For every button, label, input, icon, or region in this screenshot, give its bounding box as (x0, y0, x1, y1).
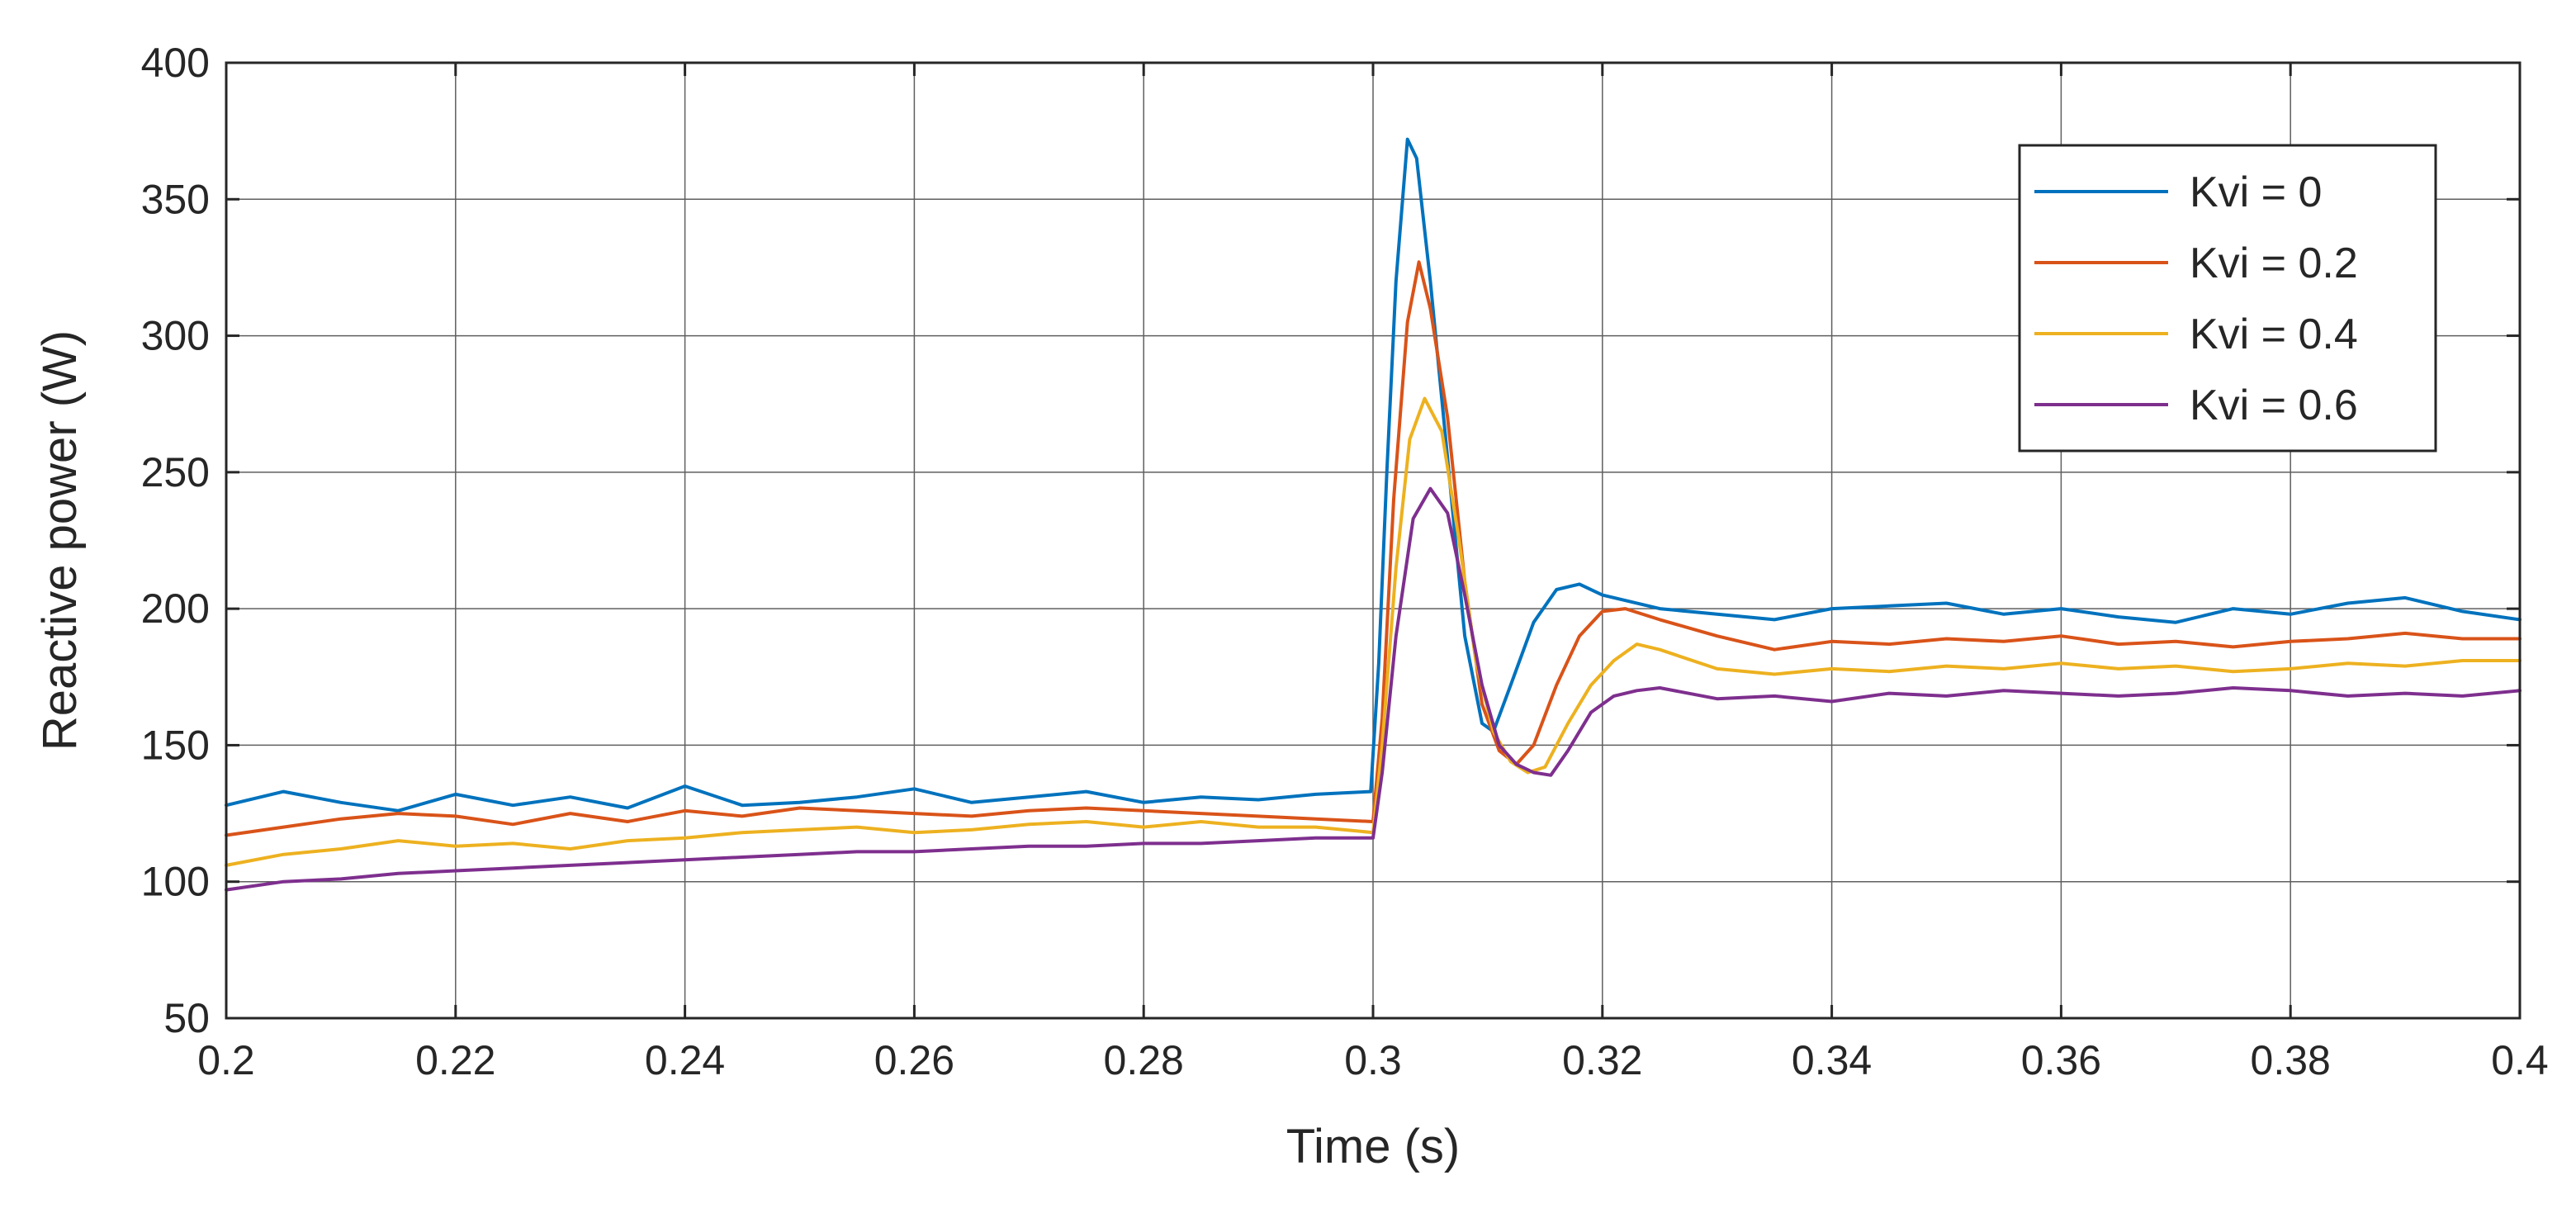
x-axis-label: Time (s) (1286, 1120, 1460, 1173)
y-tick-label: 400 (141, 40, 210, 86)
x-tick-label: 0.34 (1792, 1037, 1872, 1083)
series-line-2 (225, 396, 2522, 867)
x-tick-label: 0.28 (1104, 1037, 1184, 1083)
y-tick-label: 250 (141, 449, 210, 495)
y-axis-label: Reactive power (W) (33, 330, 87, 751)
x-tick-label: 0.24 (645, 1037, 725, 1083)
y-tick-label: 150 (141, 722, 210, 768)
legend-label: Kvi = 0.4 (2190, 310, 2358, 358)
x-tick-label: 0.4 (2491, 1037, 2549, 1083)
y-tick-label: 300 (141, 313, 210, 359)
x-tick-label: 0.26 (874, 1037, 954, 1083)
y-tick-label: 350 (141, 176, 210, 222)
legend-label: Kvi = 0.2 (2190, 239, 2358, 287)
axis-ticks: 0.2 0.22 0.24 0.26 0.28 0.3 0.32 0.34 0.36 0.38 0.… (141, 40, 2549, 1083)
y-tick-label: 200 (141, 585, 210, 632)
y-tick-label: 50 (163, 995, 210, 1041)
series-line-1 (225, 260, 2522, 837)
x-tick-label: 0.32 (1562, 1037, 1642, 1083)
series-line-3 (225, 486, 2522, 892)
x-tick-label: 0.38 (2251, 1037, 2331, 1083)
legend-label: Kvi = 0 (2190, 168, 2322, 216)
series-lines (225, 137, 2522, 892)
series-line-0 (225, 137, 2522, 813)
legend-label: Kvi = 0.6 (2190, 382, 2358, 429)
x-tick-label: 0.22 (415, 1037, 495, 1083)
x-tick-label: 0.2 (197, 1037, 255, 1083)
y-tick-label: 100 (141, 859, 210, 905)
legend: Kvi = 0 Kvi = 0.2 Kvi = 0.4 Kvi = 0.6 (2018, 144, 2437, 453)
x-tick-label: 0.36 (2021, 1037, 2101, 1083)
x-tick-label: 0.3 (1344, 1037, 1402, 1083)
legend-box (2018, 144, 2437, 453)
